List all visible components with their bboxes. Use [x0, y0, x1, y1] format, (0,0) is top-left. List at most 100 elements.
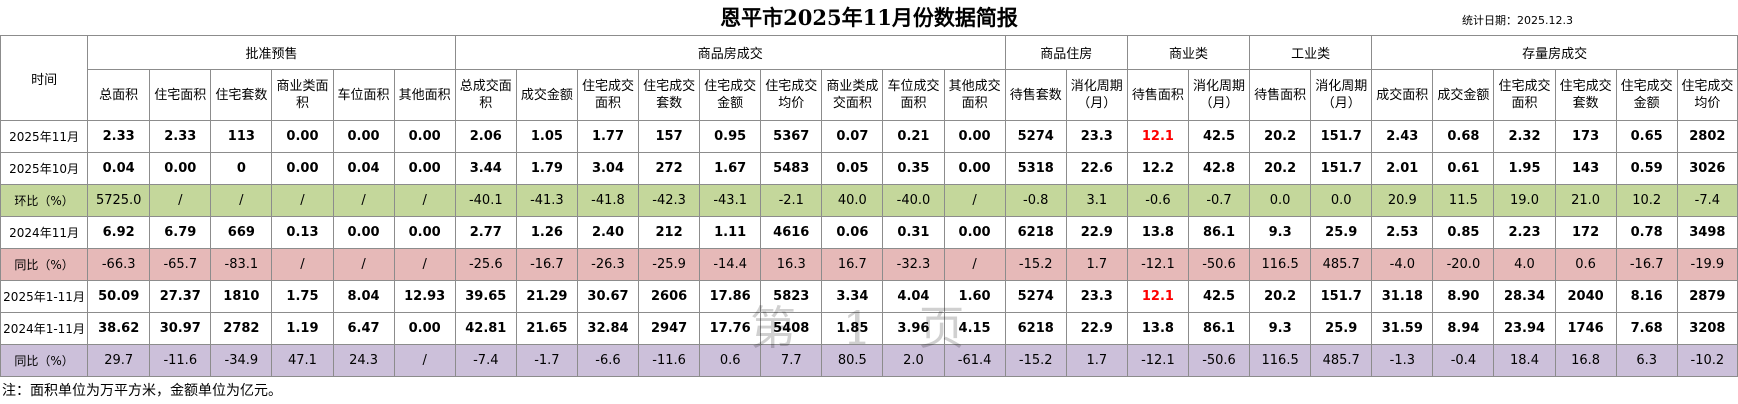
table-cell: / — [393, 344, 456, 377]
row-label: 同比（%） — [0, 344, 89, 377]
table-cell: 3.96 — [882, 312, 945, 345]
table-cell: -19.9 — [1676, 248, 1738, 281]
column-header: 成交金额 — [1432, 69, 1495, 121]
table-cell: 4.15 — [943, 312, 1006, 345]
table-cell: 5367 — [760, 120, 823, 153]
table-cell: 1.7 — [1065, 344, 1128, 377]
table-cell: -40.1 — [454, 184, 517, 217]
table-cell: 3498 — [1676, 216, 1738, 249]
table-cell: 13.8 — [1126, 312, 1189, 345]
table-cell: 0.00 — [271, 152, 334, 185]
table-cell: 113 — [210, 120, 273, 153]
table-row: 同比（%） 29.7 -11.6 -34.9 47.1 24.3/-7.4 -1.7 -6.6… — [0, 344, 1738, 377]
table-cell: 0.13 — [271, 216, 334, 249]
table-cell: 212 — [638, 216, 701, 249]
table-cell: / — [943, 184, 1006, 217]
table-cell: 0.06 — [821, 216, 884, 249]
table-cell: -2.1 — [760, 184, 823, 217]
table-cell: 0.00 — [393, 120, 456, 153]
table-cell: 0.04 — [87, 152, 151, 185]
table-cell: 6.92 — [87, 216, 151, 249]
table-cell: 42.5 — [1187, 120, 1251, 153]
column-header: 住宅成交面积 — [576, 69, 640, 121]
column-header: 住宅成交套数 — [638, 69, 701, 121]
table-cell: 4616 — [760, 216, 823, 249]
column-header: 商业类面积 — [271, 69, 334, 121]
table-cell: 1.75 — [271, 280, 334, 313]
table-cell: 3026 — [1676, 152, 1738, 185]
table-cell: -0.7 — [1187, 184, 1251, 217]
row-label: 2025年10月 — [0, 152, 89, 185]
table-cell: 19.0 — [1493, 184, 1556, 217]
table-cell: 8.16 — [1615, 280, 1678, 313]
table-cell: 5274 — [1004, 280, 1067, 313]
table-cell: -0.6 — [1126, 184, 1189, 217]
table-cell: 1810 — [210, 280, 273, 313]
table-row: 2024年11月 6.92 6.79 669 0.13 0.00 0.00 2.77 1.26 2… — [0, 216, 1738, 249]
group-header-commercial-housing: 商品房成交 — [454, 35, 1006, 70]
table-cell: 10.2 — [1615, 184, 1678, 217]
table-cell: 4.04 — [882, 280, 945, 313]
table-cell: / — [943, 248, 1006, 281]
table-cell: / — [149, 184, 212, 217]
table-cell: -1.7 — [515, 344, 578, 377]
table-cell: 1.26 — [515, 216, 578, 249]
table-cell: 2802 — [1676, 120, 1738, 153]
table-cell: 9.3 — [1249, 216, 1312, 249]
table-cell: 669 — [210, 216, 273, 249]
table-cell: 0.00 — [149, 152, 212, 185]
column-header: 总面积 — [87, 69, 151, 121]
table-cell: 1.85 — [821, 312, 884, 345]
row-label: 2024年1-11月 — [0, 312, 89, 345]
table-row: 2025年11月 2.33 2.33 113 0.00 0.00 0.00 2.06 1.05 1… — [0, 120, 1738, 153]
table-cell: 2606 — [638, 280, 701, 313]
table-cell: 0.00 — [943, 152, 1006, 185]
table-cell: 0.6 — [1554, 248, 1617, 281]
table-cell: -10.2 — [1676, 344, 1738, 377]
column-header: 住宅面积 — [149, 69, 212, 121]
column-header: 商业类成交面积 — [821, 69, 884, 121]
table-cell: 173 — [1554, 120, 1617, 153]
table-cell: 3.1 — [1065, 184, 1128, 217]
table-cell: 0.78 — [1615, 216, 1678, 249]
row-label: 2025年1-11月 — [0, 280, 89, 313]
table-cell: 2.33 — [149, 120, 212, 153]
table-cell: -11.6 — [149, 344, 212, 377]
table-cell: 20.2 — [1249, 120, 1312, 153]
table-cell: 3208 — [1676, 312, 1738, 345]
table-cell: 42.8 — [1187, 152, 1251, 185]
table-cell: 3.44 — [454, 152, 517, 185]
table-row: 2025年10月 0.04 0.00 0 0.00 0.04 0.00 3.44 1.79 3.0… — [0, 152, 1738, 185]
table-cell: 2782 — [210, 312, 273, 345]
group-header-residential: 商品住房 — [1004, 35, 1128, 70]
row-label: 2024年11月 — [0, 216, 89, 249]
column-header: 消化周期（月） — [1310, 69, 1373, 121]
table-cell: -41.3 — [515, 184, 578, 217]
table-cell: 143 — [1554, 152, 1617, 185]
table-cell: -15.2 — [1004, 344, 1067, 377]
table-cell: 25.9 — [1310, 312, 1373, 345]
table-cell: -41.8 — [576, 184, 640, 217]
table-cell: 0.05 — [821, 152, 884, 185]
table-cell: 0 — [210, 152, 273, 185]
table-cell: 485.7 — [1310, 344, 1373, 377]
table-cell: 5274 — [1004, 120, 1067, 153]
table-cell: -40.0 — [882, 184, 945, 217]
table-cell: 1.05 — [515, 120, 578, 153]
table-cell: 2040 — [1554, 280, 1617, 313]
table-cell: 29.7 — [87, 344, 151, 377]
column-header: 车位成交面积 — [882, 69, 945, 121]
table-cell: 20.9 — [1371, 184, 1434, 217]
table-cell: -50.6 — [1187, 344, 1251, 377]
table-cell: -20.0 — [1432, 248, 1495, 281]
table-cell: 0.00 — [393, 216, 456, 249]
group-header-industrial: 工业类 — [1249, 35, 1373, 70]
column-header: 待售面积 — [1249, 69, 1312, 121]
table-cell: -16.7 — [515, 248, 578, 281]
table-cell: -15.2 — [1004, 248, 1067, 281]
row-label: 同比（%） — [0, 248, 89, 281]
table-body: 2025年11月 2.33 2.33 113 0.00 0.00 0.00 2.06 1.05 1… — [0, 120, 1738, 377]
table-cell: -25.6 — [454, 248, 517, 281]
table-cell: / — [332, 248, 395, 281]
table-cell: 12.1 — [1126, 120, 1189, 153]
